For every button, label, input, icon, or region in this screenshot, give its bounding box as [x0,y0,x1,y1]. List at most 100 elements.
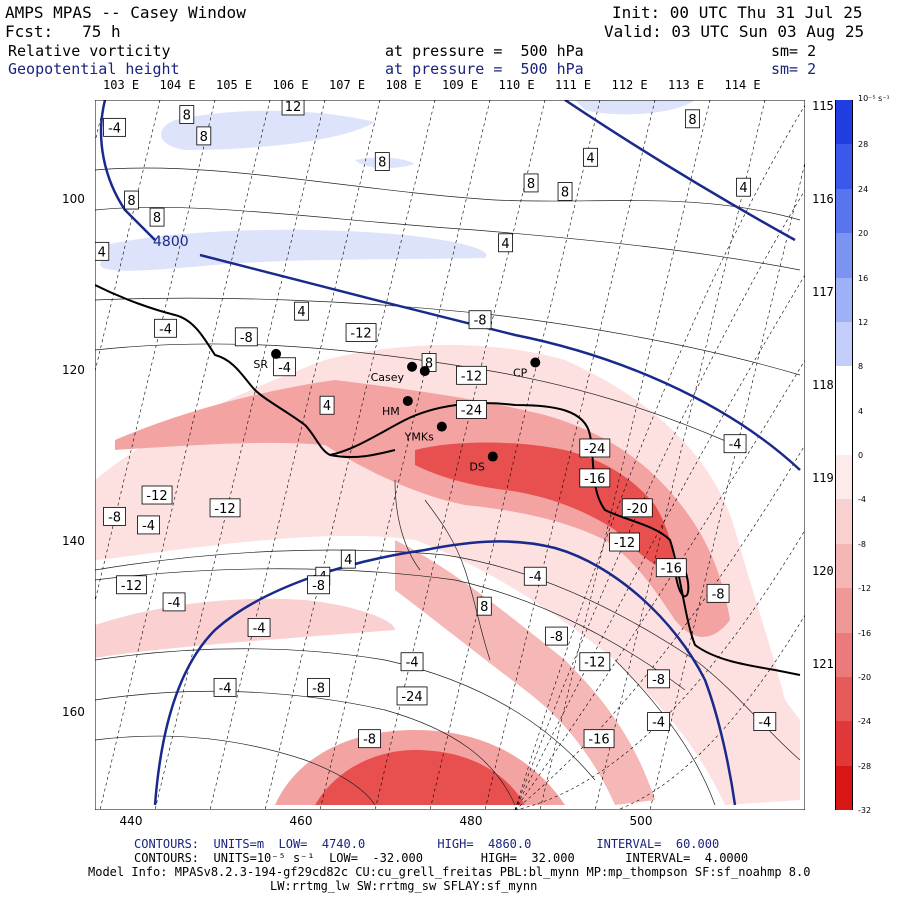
meridian-line [429,100,601,810]
stations: SR Casey CP HM YMKs DS [253,348,541,474]
station-marker: CP [513,357,541,379]
contour-label: 4 [95,241,110,261]
svg-text:-4: -4 [142,519,155,534]
contour-label: -8 [468,310,492,330]
field2-level: at pressure = 500 hPa [385,60,584,78]
svg-text:-4: -4 [219,681,232,696]
parallel-line [515,614,805,810]
field1-name: Relative vorticity [8,42,171,60]
contour-label: -8 [706,583,730,603]
contour-label: -8 [545,626,568,646]
contour-label: -8 [234,327,258,347]
colorbar-segment [835,543,853,589]
longitude-label: 106 E [272,78,309,92]
svg-text:-20: -20 [627,502,648,517]
y-axis-tick-label: 140 [62,534,85,549]
contour-label: -8 [103,506,126,526]
footer-radiation-info: LW:rrtmg_lw SW:rrtmg_sw SFLAY:sf_mynn [270,879,538,893]
svg-text:-12: -12 [614,536,635,551]
contour-label: -20 [621,498,653,518]
longitude-label: 108 E [385,78,422,92]
station-marker [419,366,430,377]
colorbar-segment [835,632,853,677]
colorbar-level-label: 12 [858,317,869,327]
colorbar-segment [835,455,853,500]
colorbar-segment [835,233,853,278]
longitude-label: 105 E [216,78,253,92]
svg-text:4: 4 [98,245,106,260]
svg-text:-8: -8 [108,510,121,525]
contour-label: -4 [247,618,271,637]
contour-label: -12 [456,365,487,385]
longitude-label: 113 E [668,78,705,92]
meridian-line [319,100,491,810]
svg-text:8: 8 [378,156,386,171]
contour-label: -16 [655,558,687,578]
colorbar-level-label: 0 [858,451,864,460]
y-axis-tick-label: 120 [62,363,85,378]
height-contour-label: 4800 [153,234,189,250]
contour-label: -16 [579,468,611,488]
x-axis-tick-label: 440 [119,814,143,828]
svg-text:-8: -8 [312,579,325,594]
svg-text:-8: -8 [712,587,725,602]
contour-label: 4 [583,147,598,167]
contour-label: -12 [116,575,147,595]
svg-text:-8: -8 [312,681,325,696]
svg-text:-4: -4 [652,716,665,731]
y-axis-tick-label: 100 [62,192,85,207]
contour-label: -4 [213,677,237,697]
contour-label: -12 [579,652,611,672]
svg-text:-16: -16 [584,472,605,487]
svg-text:-8: -8 [652,673,665,688]
colorbar-level-label: -12 [858,584,872,594]
contour-label: 8 [476,596,492,616]
svg-text:DS: DS [469,461,484,474]
svg-text:4: 4 [501,237,509,252]
svg-text:8: 8 [183,109,191,124]
contour-label: 12 [281,100,305,116]
colorbar-segment [835,366,853,411]
contour-label: 8 [179,105,195,124]
svg-text:-4: -4 [168,596,181,611]
colorbar-segment [835,499,853,544]
svg-text:-12: -12 [214,502,235,517]
contour-label: -8 [647,669,670,689]
contour-label: -8 [307,575,330,595]
svg-text:4: 4 [323,399,331,414]
svg-text:-12: -12 [350,327,371,342]
geopotential-height-contours [99,100,801,806]
contour-label: -4 [400,652,424,672]
station-marker: HM [382,395,413,418]
contour-label: -4 [137,515,160,535]
valid-time: Valid: 03 UTC Sun 03 Aug 25 [604,22,865,41]
svg-text:-24: -24 [461,404,482,419]
longitude-label: 114 E [724,78,761,92]
contour-label: -8 [307,677,330,697]
contour-label: -4 [154,318,177,338]
contour-label: -24 [456,400,487,419]
svg-text:-4: -4 [108,121,121,136]
footer-model-info: Model Info: MPASv8.2.3-194-gf29cd82c CU:… [88,865,811,879]
longitude-label: 111 E [555,78,592,92]
parallel-line [514,104,805,810]
y-axis-tick-label: 160 [62,705,85,720]
contour-label: -12 [345,323,377,342]
longitude-label: 109 E [442,78,479,92]
colorbar-segment [835,144,853,189]
station-marker: YMKs [404,421,447,444]
colorbar-segment [835,410,853,455]
colorbar-segment [835,321,853,367]
contour-label: -4 [723,434,747,454]
x-axis-tick-label: 500 [629,814,653,828]
meridian-line [264,100,436,810]
contour-label: 8 [196,126,212,146]
svg-text:YMKs: YMKs [404,431,434,444]
colorbar-segment [835,100,853,145]
positive-vorticity-shading [100,100,695,271]
contour-label: -4 [273,357,296,377]
model-title: AMPS MPAS -- Casey Window [5,3,246,22]
colorbar-level-label: -16 [858,628,872,638]
colorbar-segment [835,765,853,810]
